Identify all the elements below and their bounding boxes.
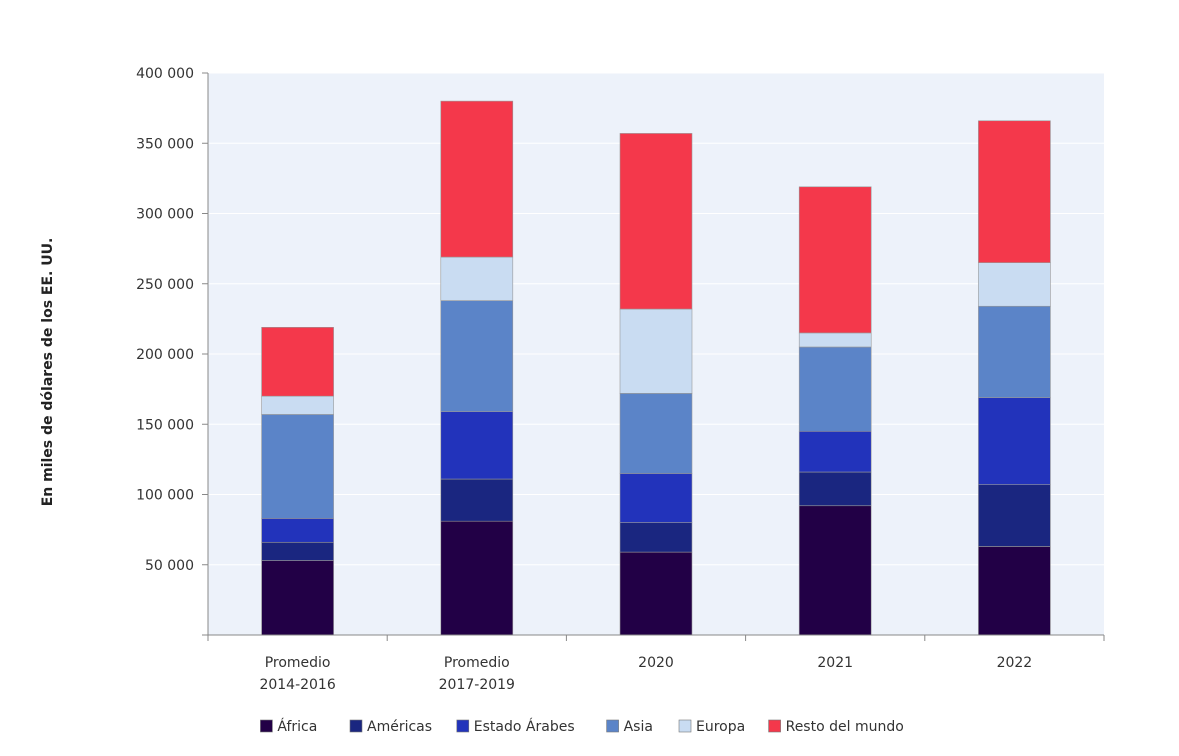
- y-axis-title: En miles de dólares de los EE. UU.: [40, 238, 56, 507]
- bar-segment: [619, 393, 693, 474]
- x-category-label-line: 2020: [638, 655, 674, 671]
- x-category-label: Promedio 2014-2016: [259, 655, 335, 693]
- y-tick-label: 100 000: [136, 488, 194, 504]
- bar-segment: [261, 518, 334, 543]
- x-category-label-line: 2017-2019: [439, 677, 515, 693]
- bar-segment: [798, 471, 872, 507]
- bar-segment: [619, 133, 693, 310]
- legend: África Américas Estado Árabes Asia Europa Res…: [260, 718, 904, 735]
- x-category-label-line: 2022: [997, 655, 1033, 671]
- bar-segment: [261, 395, 334, 415]
- axes: [202, 72, 1105, 641]
- x-category-label-line: Promedio: [265, 655, 331, 671]
- x-category-label-line: 2014-2016: [259, 677, 335, 693]
- x-category-label-line: 2021: [817, 655, 853, 671]
- bar-segment: [798, 186, 872, 334]
- bar-segment: [619, 522, 693, 553]
- bar-segment: [440, 411, 514, 480]
- x-category-label-line: Promedio: [444, 655, 510, 671]
- bar-segment: [978, 120, 1051, 263]
- bar-segment: [978, 484, 1051, 547]
- bar-segment: [261, 560, 334, 636]
- bar-segment: [978, 262, 1051, 307]
- legend-swatch: [456, 719, 470, 733]
- y-tick-label: 250 000: [136, 277, 194, 293]
- y-tick-label: 150 000: [136, 417, 194, 433]
- bar-segment: [619, 308, 693, 394]
- y-tick-label: 200 000: [136, 347, 194, 363]
- bars: [261, 100, 1051, 636]
- bar-segment: [619, 473, 693, 523]
- bar-segment: [440, 256, 514, 301]
- bar-segment: [440, 100, 514, 258]
- bar-segment: [440, 300, 514, 412]
- bar-segment: [440, 520, 514, 636]
- legend-label: África: [277, 718, 317, 735]
- bar-segment: [978, 305, 1051, 398]
- x-category-label: 2021: [817, 655, 853, 671]
- bar-segment: [798, 430, 872, 473]
- legend-swatch: [349, 719, 363, 733]
- legend-swatch: [768, 719, 781, 733]
- x-category-labels: Promedio 2014-2016 Promedio 2017-2019 2020 20…: [259, 655, 1032, 693]
- legend-swatch: [260, 719, 273, 733]
- bar-segment: [261, 327, 334, 397]
- bar-segment: [798, 332, 872, 348]
- y-tick-label: 300 000: [136, 207, 194, 223]
- legend-label: Estado Árabes: [474, 718, 575, 735]
- x-category-label: 2020: [638, 655, 674, 671]
- legend-label: Américas: [367, 719, 432, 735]
- x-category-label: 2022: [997, 655, 1033, 671]
- legend-swatch: [678, 719, 692, 733]
- bar-segment: [978, 546, 1051, 636]
- bar-segment: [261, 414, 334, 519]
- y-tick-label: 350 000: [136, 136, 194, 152]
- bar-segment: [798, 505, 872, 636]
- legend-label: Europa: [696, 719, 745, 735]
- y-tick-labels: 50 000 100 000 150 000 200 000 250 000 300 00…: [136, 66, 194, 574]
- bar-segment: [440, 478, 514, 522]
- y-tick-label: 400 000: [136, 66, 194, 82]
- y-tick-label: 50 000: [145, 558, 194, 574]
- bar-segment: [619, 551, 693, 636]
- legend-label: Resto del mundo: [786, 719, 904, 735]
- bar-segment: [261, 541, 334, 561]
- bar-segment: [978, 397, 1051, 485]
- legend-swatch: [606, 719, 619, 733]
- bar-segment: [798, 346, 872, 432]
- legend-label: Asia: [624, 719, 653, 735]
- x-category-label: Promedio 2017-2019: [439, 655, 515, 693]
